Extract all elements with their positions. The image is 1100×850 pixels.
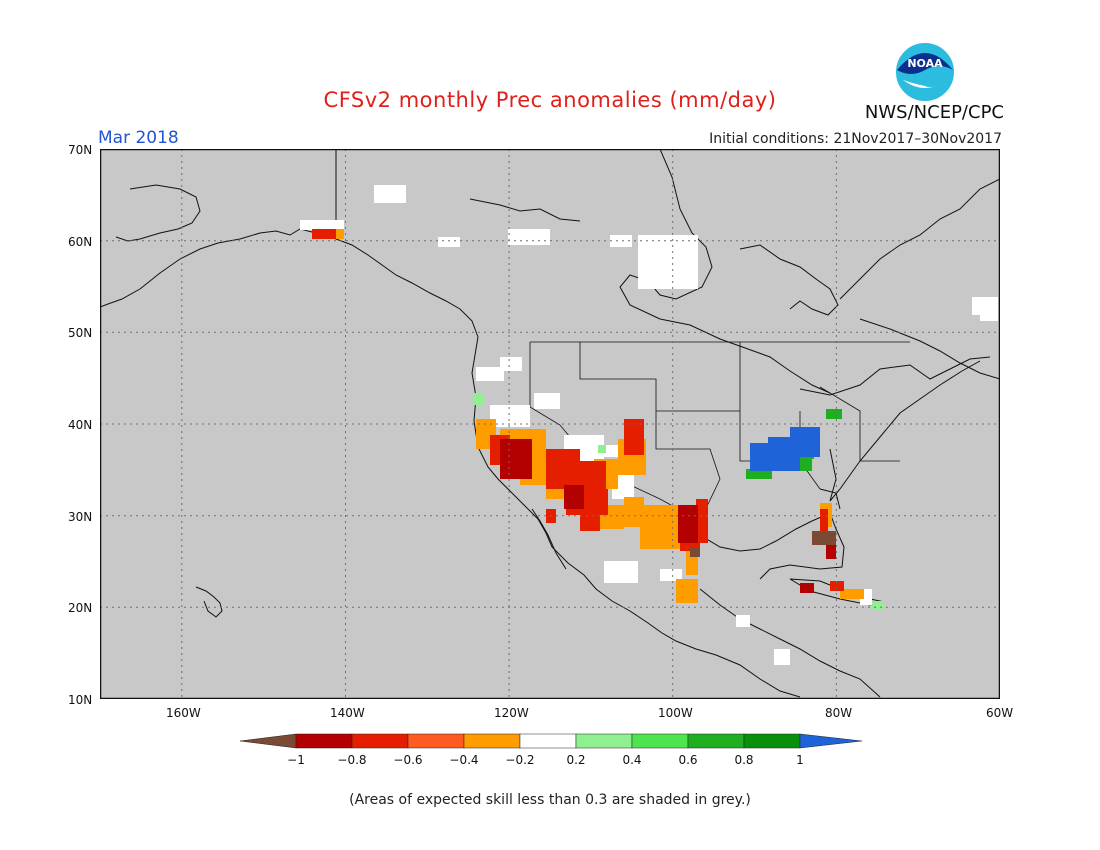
lon-label-120w: 120W [494,706,529,720]
legend-tick-label: 0.6 [678,753,697,767]
skill-footnote: (Areas of expected skill less than 0.3 a… [349,792,751,808]
precip-anomaly-map [100,149,1000,699]
legend-swatch [687,733,745,749]
anomaly-cells-wet-extreme [750,427,820,471]
anomaly-cells-dry-strong [500,439,836,593]
legend-tick-label: −1 [287,753,305,767]
lat-label-60n: 60N [68,235,93,249]
legend-tick-label: −0.8 [337,753,366,767]
legend-tick-label: −0.4 [449,753,478,767]
anomaly-cells-dry-moderate [312,229,844,591]
map-frame [100,149,1000,699]
legend-swatch [575,733,633,749]
anomaly-cells-wet-weak [474,393,884,609]
legend-swatch [407,733,465,749]
coastlines [100,149,1000,698]
lat-label-20n: 20N [68,601,93,615]
lon-label-140w: 140W [330,706,365,720]
lon-label-80w: 80W [825,706,853,720]
legend-arrow-low [239,733,297,749]
lon-label-160w: 160W [166,706,201,720]
agency-label: NWS/NCEP/CPC [864,102,1004,123]
legend-swatch [519,733,577,749]
legend-tick-label: 0.4 [622,753,641,767]
noaa-logo: NOAA [894,41,956,103]
lat-label-70n: 70N [68,143,93,157]
graticule [100,149,1000,699]
legend-swatch [463,733,521,749]
lat-label-50n: 50N [68,326,93,340]
legend-swatch [351,733,409,749]
map-title: CFSv2 monthly Prec anomalies (mm/day) [323,88,777,112]
initial-conditions: Initial conditions: 21Nov2017–30Nov2017 [709,131,1002,147]
legend-tick-label: 0.2 [566,753,585,767]
legend-tick-label: 1 [796,753,804,767]
legend-tick-label: −0.2 [505,753,534,767]
legend-swatch [743,733,801,749]
legend-swatch [631,733,689,749]
anomaly-cells-dry-extreme [690,531,836,557]
lat-label-40n: 40N [68,418,93,432]
lat-label-10n: 10N [68,693,93,707]
lon-label-60w: 60W [986,706,1014,720]
forecast-month: Mar 2018 [98,128,179,148]
legend-arrow-high [799,733,862,749]
lon-label-100w: 100W [658,706,693,720]
lat-label-30n: 30N [68,510,93,524]
color-legend: −1 −0.8 −0.6 −0.4 −0.2 0.2 0.4 0.6 0.8 1 [239,733,862,767]
legend-tick-label: 0.8 [734,753,753,767]
logo-text: NOAA [907,57,943,70]
legend-tick-label: −0.6 [393,753,422,767]
legend-swatch [295,733,353,749]
